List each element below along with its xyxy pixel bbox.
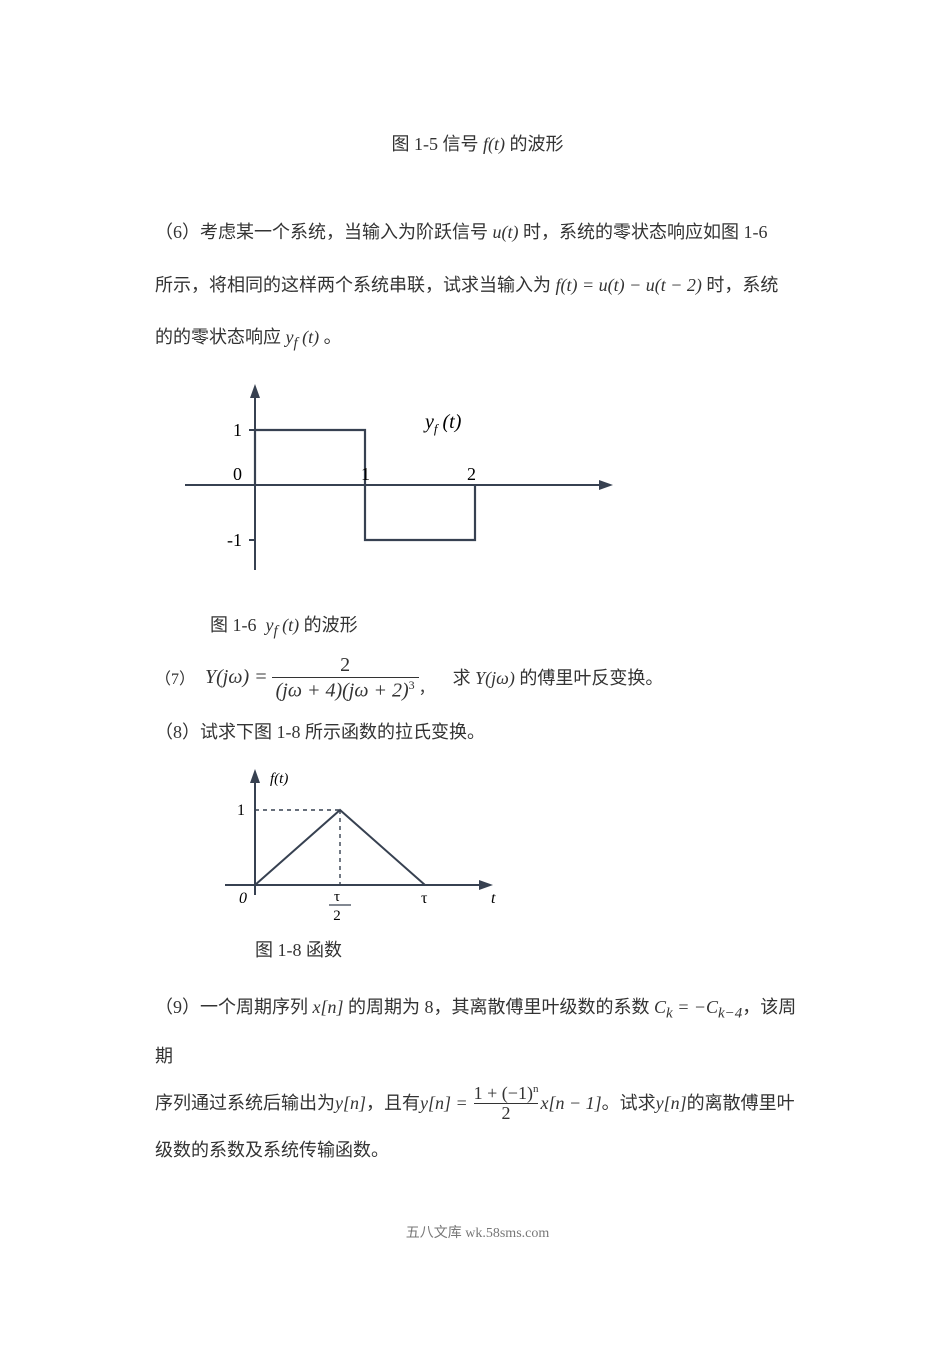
- problem-6-f: f(t) = u(t) − u(t − 2): [556, 275, 702, 295]
- fig-1-8-y-arrow: [250, 769, 260, 783]
- fig-1-6: 1 0 -1 1 2 yf (t): [165, 370, 800, 605]
- fig-1-8-svg: f(t) 1 0 τ 2 τ t: [195, 755, 515, 925]
- problem-7-den-left: (jω + 4): [276, 679, 343, 701]
- problem-9-frac-num: 1 + (−1)n: [474, 1083, 539, 1104]
- problem-7-comma: ，: [419, 674, 435, 702]
- problem-9: （9）一个周期序列 x[n] 的周期为 8，其离散傅里叶级数的系数 Ck = −…: [155, 984, 800, 1080]
- problem-7-den-right: (jω + 2): [342, 679, 409, 701]
- problem-9-line3: 级数的系数及系统传输函数。: [155, 1127, 800, 1174]
- fig-1-5-caption-suffix: 的波形: [505, 134, 564, 154]
- problem-7-denominator: (jω + 4)(jω + 2)3: [272, 677, 419, 703]
- problem-9-yn-eq: y[n] =: [420, 1080, 468, 1127]
- fig-1-6-caption-suffix: 的波形: [299, 615, 358, 635]
- problem-6: （6）考虑某一个系统，当输入为阶跃信号 u(t) 时，系统的零状态响应如图 1-…: [155, 209, 800, 256]
- fig-1-8-ytick-1: 1: [237, 802, 245, 819]
- problem-9-xshift: x[n − 1]: [540, 1080, 601, 1127]
- fig-1-6-label-0: 0: [233, 464, 242, 484]
- problem-9-ck: Ck = −Ck−4: [654, 997, 742, 1017]
- problem-6-line3-a: 的的零状态响应: [155, 327, 286, 347]
- fig-1-6-label-x1: 1: [361, 464, 370, 484]
- problem-9-frac-den: 2: [474, 1103, 539, 1124]
- fig-1-5-caption-prefix: 图 1-5 信号: [392, 134, 484, 154]
- problem-6-line1-b: 时，系统的零状态响应如图 1-6: [519, 222, 768, 242]
- fig-1-8-origin: 0: [239, 890, 247, 907]
- fig-1-8-tau2-den: 2: [333, 908, 341, 924]
- problem-9-line2-g: 的离散傅里叶: [687, 1080, 795, 1127]
- problem-6-line3: 的的零状态响应 yf (t) 。: [155, 314, 800, 364]
- fig-1-6-label-neg1: -1: [227, 530, 242, 550]
- fig-1-6-label-x2: 2: [467, 464, 476, 484]
- problem-7: （7） Y(jω) = 2 (jω + 4)(jω + 2)3 ， 求 Y(jω…: [155, 653, 800, 703]
- problem-9-yn1: y[n]: [335, 1080, 366, 1127]
- problem-6-yf: yf (t): [286, 327, 320, 347]
- fig-1-8-tau2-num: τ: [334, 889, 340, 905]
- problem-9-fraction: 1 + (−1)n 2: [474, 1083, 539, 1125]
- problem-7-lhs: Y(jω) =: [205, 666, 268, 689]
- problem-6-line2-b: 时，系统: [702, 275, 779, 295]
- problem-6-u: u(t): [493, 222, 519, 242]
- problem-7-fraction: 2 (jω + 4)(jω + 2)3: [274, 653, 417, 703]
- fig-1-6-caption-func: yf (t): [266, 615, 300, 635]
- fig-1-8-caption: 图 1-8 函数: [255, 936, 800, 962]
- problem-7-exp: 3: [409, 678, 415, 692]
- problem-6-line2-a: 所示，将相同的这样两个系统串联，试求当输入为: [155, 275, 556, 295]
- problem-9-line2: 序列通过系统后输出为 y[n] ，且有 y[n] = 1 + (−1)n 2 x…: [155, 1080, 800, 1127]
- problem-6-line1-a: （6）考虑某一个系统，当输入为阶跃信号: [155, 222, 493, 242]
- problem-7-num: （7）: [155, 665, 195, 689]
- fig-1-6-ylabel: yf (t): [423, 411, 462, 436]
- fig-1-8: f(t) 1 0 τ 2 τ t: [195, 755, 800, 930]
- fig-1-6-y-arrow: [250, 384, 260, 398]
- page-footer: 五八文库 wk.58sms.com: [155, 1222, 800, 1242]
- fig-1-6-caption-prefix: 图 1-6: [210, 615, 266, 635]
- problem-6-line2: 所示，将相同的这样两个系统串联，试求当输入为 f(t) = u(t) − u(t…: [155, 262, 800, 309]
- problem-7-tail: 求 Y(jω) 的傅里叶反变换。: [453, 664, 664, 690]
- fig-1-6-svg: 1 0 -1 1 2 yf (t): [165, 370, 625, 600]
- problem-7-numerator: 2: [340, 653, 350, 677]
- problem-9-line2-e: 。试求: [602, 1080, 656, 1127]
- fig-1-6-caption: 图 1-6 yf (t) 的波形: [210, 611, 800, 641]
- problem-9-line2-a: 序列通过系统后输出为: [155, 1080, 335, 1127]
- problem-8-text: （8）试求下图 1-8 所示函数的拉氏变换。: [155, 722, 485, 742]
- document-page: 图 1-5 信号 f(t) 的波形 （6）考虑某一个系统，当输入为阶跃信号 u(…: [0, 0, 950, 1282]
- problem-9-line1-b: 的周期为 8，其离散傅里叶级数的系数: [344, 997, 655, 1017]
- fig-1-5-caption: 图 1-5 信号 f(t) 的波形: [155, 130, 800, 159]
- problem-9-line1-a: （9）一个周期序列: [155, 997, 313, 1017]
- fig-1-8-x-arrow: [479, 880, 493, 890]
- fig-1-5-caption-func: f(t): [483, 134, 505, 154]
- fig-1-6-label-1: 1: [233, 420, 242, 440]
- fig-1-6-x-arrow: [599, 480, 613, 490]
- fig-1-8-t: t: [491, 890, 496, 907]
- problem-6-line3-b: 。: [319, 327, 342, 347]
- fig-1-8-f-label: f(t): [270, 771, 288, 787]
- problem-9-line2-b: ，且有: [366, 1080, 420, 1127]
- fig-1-8-tau: τ: [421, 890, 428, 907]
- problem-8: （8）试求下图 1-8 所示函数的拉氏变换。: [155, 716, 800, 748]
- problem-9-yn2: y[n]: [656, 1080, 687, 1127]
- problem-9-xn: x[n]: [313, 997, 344, 1017]
